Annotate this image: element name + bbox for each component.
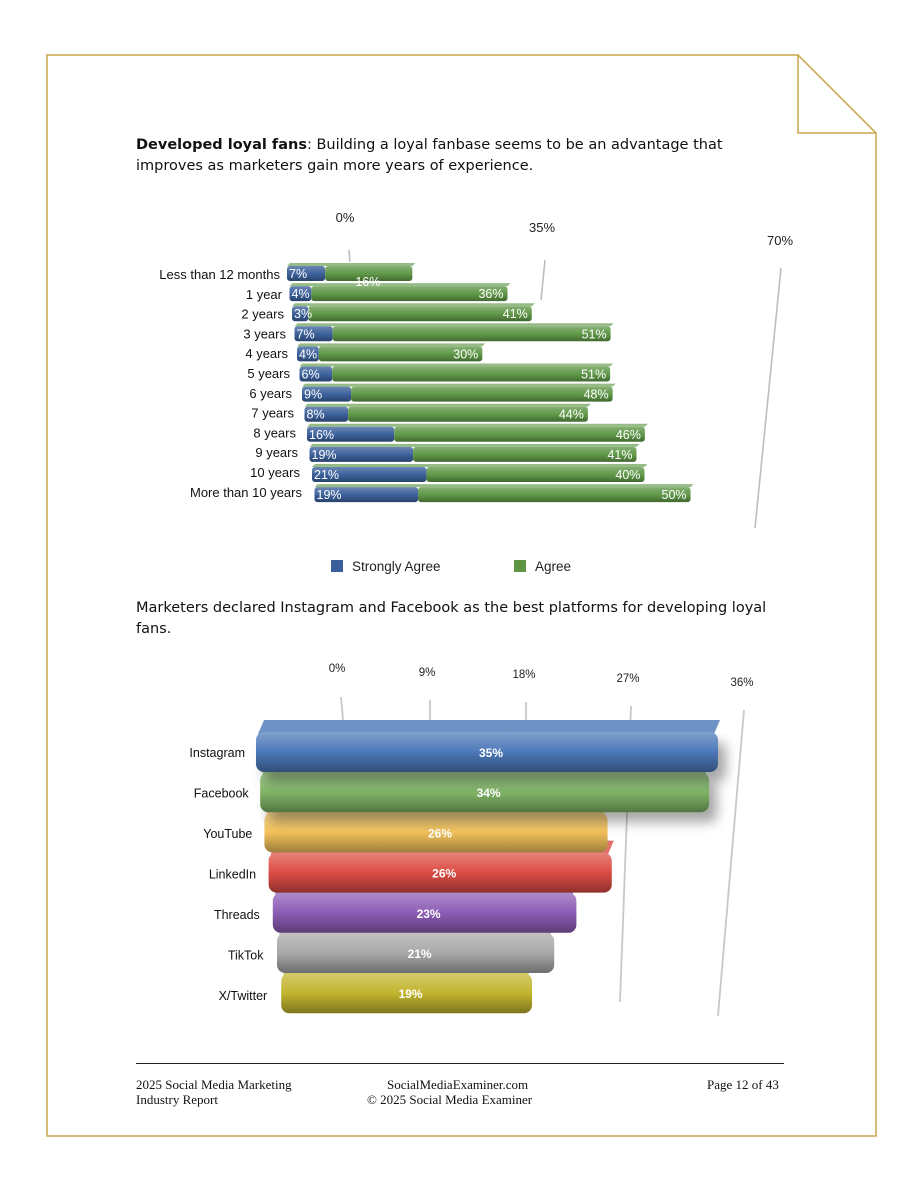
chart1-bar-strongly-agree [297, 346, 319, 362]
paragraph-heading: Developed loyal fans [136, 137, 307, 153]
chart1-bar-agree [332, 326, 611, 342]
chart1-bar-strongly-agree [314, 487, 419, 503]
footer-center: SocialMediaExaminer.com © 2025 Social Me… [367, 1077, 532, 1107]
chart1-bar-agree [318, 346, 483, 362]
chart1-bar-top [314, 484, 694, 488]
chart1-label-strongly-agree: 19% [317, 488, 342, 502]
chart1-label-strongly-agree: 8% [307, 408, 325, 422]
chart1-category-label: 9 years [255, 445, 298, 460]
chart1-bar-top [297, 343, 486, 347]
chart1-label-strongly-agree: 16% [309, 428, 334, 442]
chart1-bar-strongly-agree [299, 366, 333, 382]
chart1-label-strongly-agree: 21% [314, 468, 339, 482]
chart1-label-strongly-agree: 6% [302, 368, 320, 382]
chart1-bar-agree [311, 286, 508, 302]
chart1-axis-tick-label: 35% [529, 220, 555, 235]
chart1-legend-swatch [331, 560, 343, 572]
chart1-label-agree: 50% [662, 488, 687, 502]
chart1-bar-strongly-agree [302, 386, 352, 402]
chart1-bar-top [292, 303, 535, 307]
chart1-category-label: 8 years [253, 425, 296, 440]
chart1-label-strongly-agree: 4% [299, 347, 317, 361]
footer-page-number: Page 12 of 43 [707, 1077, 779, 1092]
chart1-bar-agree [418, 487, 691, 503]
footer-report-title: 2025 Social Media Marketing [136, 1077, 292, 1092]
chart1-category-label: 10 years [250, 465, 300, 480]
paragraph-text: : Building a loyal fanbase seems to be a… [136, 137, 723, 174]
chart1-bar-agree [351, 386, 613, 402]
chart1-category-label: More than 10 years [190, 485, 303, 500]
chart1-category-label: 5 years [247, 366, 290, 381]
chart1-legend-label: Agree [535, 559, 571, 574]
paragraph-platforms: Marketers declared Instagram and Faceboo… [136, 600, 767, 637]
chart1-category-label: 6 years [249, 386, 292, 401]
chart1-bar-top [287, 263, 416, 266]
chart1-bar-agree [325, 266, 413, 281]
chart1-category-label: 2 years [241, 307, 284, 322]
chart1-bar-strongly-agree [309, 446, 414, 462]
chart1-bar-top [299, 363, 614, 367]
chart1-bar-top [312, 464, 648, 467]
chart1-label-agree: 40% [615, 468, 640, 482]
chart1-axis-tick-label: 0% [336, 210, 355, 225]
footer-copyright: © 2025 Social Media Examiner [367, 1092, 533, 1107]
chart1-gridline [540, 259, 546, 301]
chart1-bar-agree [332, 366, 611, 382]
chart1-legend-label: Strongly Agree [352, 559, 441, 574]
chart1-bar-agree [426, 467, 645, 482]
chart1-label-agree: 16% [355, 275, 380, 289]
chart1-label-agree: 41% [607, 448, 632, 462]
chart1-bar-agree [413, 446, 637, 462]
chart1-bar-strongly-agree [312, 467, 427, 482]
chart1-label-strongly-agree: 4% [292, 287, 310, 301]
chart1-category-label: 3 years [243, 326, 286, 341]
chart1-axis-tick-label: 70% [767, 233, 793, 248]
footer-website-link[interactable]: SocialMediaExaminer.com [387, 1077, 529, 1092]
chart1-label-agree: 36% [478, 287, 503, 301]
footer-report-subtitle: Industry Report [136, 1092, 218, 1107]
chart1-label-strongly-agree: 7% [289, 267, 307, 281]
chart1-label-agree: 41% [503, 307, 528, 321]
chart1-label-strongly-agree: 3% [294, 307, 312, 321]
chart1-label-agree: 51% [582, 327, 607, 341]
chart1-bar-top [309, 443, 640, 447]
chart1-bar-top [307, 423, 648, 427]
chart1-label-strongly-agree: 19% [312, 448, 337, 462]
chart1-bar-strongly-agree [289, 286, 312, 302]
chart1-category-label: 4 years [245, 346, 288, 361]
chart1-category-label: 7 years [251, 406, 294, 421]
chart1-bar-top [302, 383, 616, 387]
chart1-gridline [754, 267, 782, 529]
chart1-category-label: 1 year [246, 287, 283, 302]
chart1-bar-strongly-agree [287, 266, 326, 281]
chart1-bar-top [294, 323, 614, 327]
chart1-bar-agree [348, 406, 588, 422]
chart1-label-agree: 51% [581, 368, 606, 382]
chart1-label-strongly-agree: 7% [297, 327, 315, 341]
chart1-bar-top [304, 403, 591, 407]
chart1-bar-strongly-agree [294, 326, 333, 342]
chart1-bar-top [289, 283, 511, 287]
chart1-label-agree: 46% [616, 428, 641, 442]
chart1-label-agree: 30% [453, 347, 478, 361]
footer-left: 2025 Social Media Marketing Industry Rep… [136, 1077, 292, 1107]
chart1-category-label: Less than 12 months [159, 267, 280, 282]
chart1-label-agree: 48% [584, 388, 609, 402]
chart1-label-agree: 44% [559, 408, 584, 422]
footer-divider [136, 1063, 784, 1064]
chart1-bar-strongly-agree [304, 406, 349, 422]
chart1-gridline [348, 249, 351, 263]
chart1-label-strongly-agree: 9% [304, 388, 322, 402]
chart1-bar-agree [394, 426, 645, 442]
chart1-bar-strongly-agree [292, 306, 309, 322]
chart1-bar-strongly-agree [307, 426, 395, 442]
chart1-bar-agree [308, 306, 532, 322]
chart1-legend-swatch [514, 560, 526, 572]
paragraph-loyal-fans: Developed loyal fans: Building a loyal f… [136, 135, 791, 177]
